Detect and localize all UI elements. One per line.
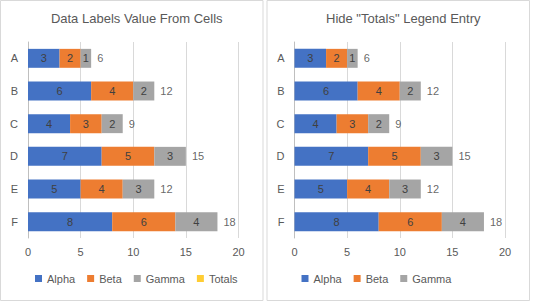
svg-text:4: 4 bbox=[109, 85, 115, 97]
svg-text:2: 2 bbox=[376, 118, 382, 130]
svg-text:3: 3 bbox=[402, 183, 408, 195]
svg-text:1: 1 bbox=[83, 52, 89, 64]
svg-text:Alpha: Alpha bbox=[314, 273, 343, 285]
svg-text:1: 1 bbox=[349, 52, 355, 64]
svg-text:6: 6 bbox=[141, 216, 147, 228]
svg-text:4: 4 bbox=[193, 216, 199, 228]
svg-text:B: B bbox=[11, 85, 18, 97]
svg-text:4: 4 bbox=[312, 118, 318, 130]
svg-text:B: B bbox=[277, 85, 284, 97]
svg-text:Totals: Totals bbox=[209, 273, 238, 285]
svg-text:7: 7 bbox=[328, 150, 334, 162]
svg-text:D: D bbox=[10, 150, 18, 162]
svg-text:2: 2 bbox=[141, 85, 147, 97]
svg-text:8: 8 bbox=[334, 216, 340, 228]
svg-text:10: 10 bbox=[394, 246, 406, 258]
svg-text:5: 5 bbox=[344, 246, 350, 258]
svg-text:3: 3 bbox=[434, 150, 440, 162]
svg-text:4: 4 bbox=[365, 183, 371, 195]
svg-text:E: E bbox=[11, 183, 18, 195]
svg-text:F: F bbox=[11, 216, 18, 228]
svg-text:18: 18 bbox=[490, 216, 502, 228]
svg-text:6: 6 bbox=[407, 216, 413, 228]
svg-text:5: 5 bbox=[125, 150, 131, 162]
svg-text:0: 0 bbox=[291, 246, 297, 258]
svg-text:2: 2 bbox=[67, 52, 73, 64]
svg-text:10: 10 bbox=[127, 246, 139, 258]
svg-text:5: 5 bbox=[318, 183, 324, 195]
svg-text:9: 9 bbox=[129, 118, 135, 130]
svg-text:12: 12 bbox=[160, 183, 172, 195]
svg-text:C: C bbox=[277, 118, 285, 130]
svg-text:4: 4 bbox=[376, 85, 382, 97]
svg-text:6: 6 bbox=[97, 52, 103, 64]
svg-text:4: 4 bbox=[460, 216, 466, 228]
svg-text:12: 12 bbox=[427, 85, 439, 97]
svg-text:15: 15 bbox=[180, 246, 192, 258]
svg-text:15: 15 bbox=[192, 150, 204, 162]
svg-text:Data Labels Value From Cells: Data Labels Value From Cells bbox=[51, 11, 223, 26]
svg-text:0: 0 bbox=[25, 246, 31, 258]
svg-text:3: 3 bbox=[167, 150, 173, 162]
svg-text:Hide "Totals" Legend Entry: Hide "Totals" Legend Entry bbox=[326, 11, 481, 26]
svg-text:15: 15 bbox=[446, 246, 458, 258]
svg-text:2: 2 bbox=[407, 85, 413, 97]
svg-text:6: 6 bbox=[57, 85, 63, 97]
svg-text:2: 2 bbox=[109, 118, 115, 130]
svg-text:6: 6 bbox=[323, 85, 329, 97]
svg-text:2: 2 bbox=[334, 52, 340, 64]
svg-text:6: 6 bbox=[364, 52, 370, 64]
svg-text:3: 3 bbox=[349, 118, 355, 130]
svg-text:7: 7 bbox=[62, 150, 68, 162]
svg-text:C: C bbox=[10, 118, 18, 130]
svg-text:12: 12 bbox=[160, 85, 172, 97]
svg-text:E: E bbox=[277, 183, 284, 195]
svg-text:Beta: Beta bbox=[99, 273, 123, 285]
svg-text:18: 18 bbox=[223, 216, 235, 228]
svg-text:20: 20 bbox=[232, 246, 244, 258]
svg-text:15: 15 bbox=[458, 150, 470, 162]
svg-text:F: F bbox=[278, 216, 285, 228]
svg-text:9: 9 bbox=[395, 118, 401, 130]
svg-text:Beta: Beta bbox=[366, 273, 390, 285]
svg-text:20: 20 bbox=[499, 246, 511, 258]
svg-text:A: A bbox=[277, 52, 285, 64]
svg-text:D: D bbox=[277, 150, 285, 162]
svg-text:5: 5 bbox=[78, 246, 84, 258]
svg-text:4: 4 bbox=[46, 118, 52, 130]
svg-text:4: 4 bbox=[99, 183, 105, 195]
svg-text:Gamma: Gamma bbox=[146, 273, 186, 285]
svg-text:5: 5 bbox=[391, 150, 397, 162]
svg-text:Gamma: Gamma bbox=[412, 273, 452, 285]
svg-text:3: 3 bbox=[307, 52, 313, 64]
svg-text:12: 12 bbox=[427, 183, 439, 195]
svg-text:5: 5 bbox=[51, 183, 57, 195]
svg-text:8: 8 bbox=[67, 216, 73, 228]
svg-text:3: 3 bbox=[41, 52, 47, 64]
svg-text:3: 3 bbox=[83, 118, 89, 130]
svg-text:A: A bbox=[11, 52, 19, 64]
svg-text:Alpha: Alpha bbox=[47, 273, 76, 285]
svg-text:3: 3 bbox=[135, 183, 141, 195]
